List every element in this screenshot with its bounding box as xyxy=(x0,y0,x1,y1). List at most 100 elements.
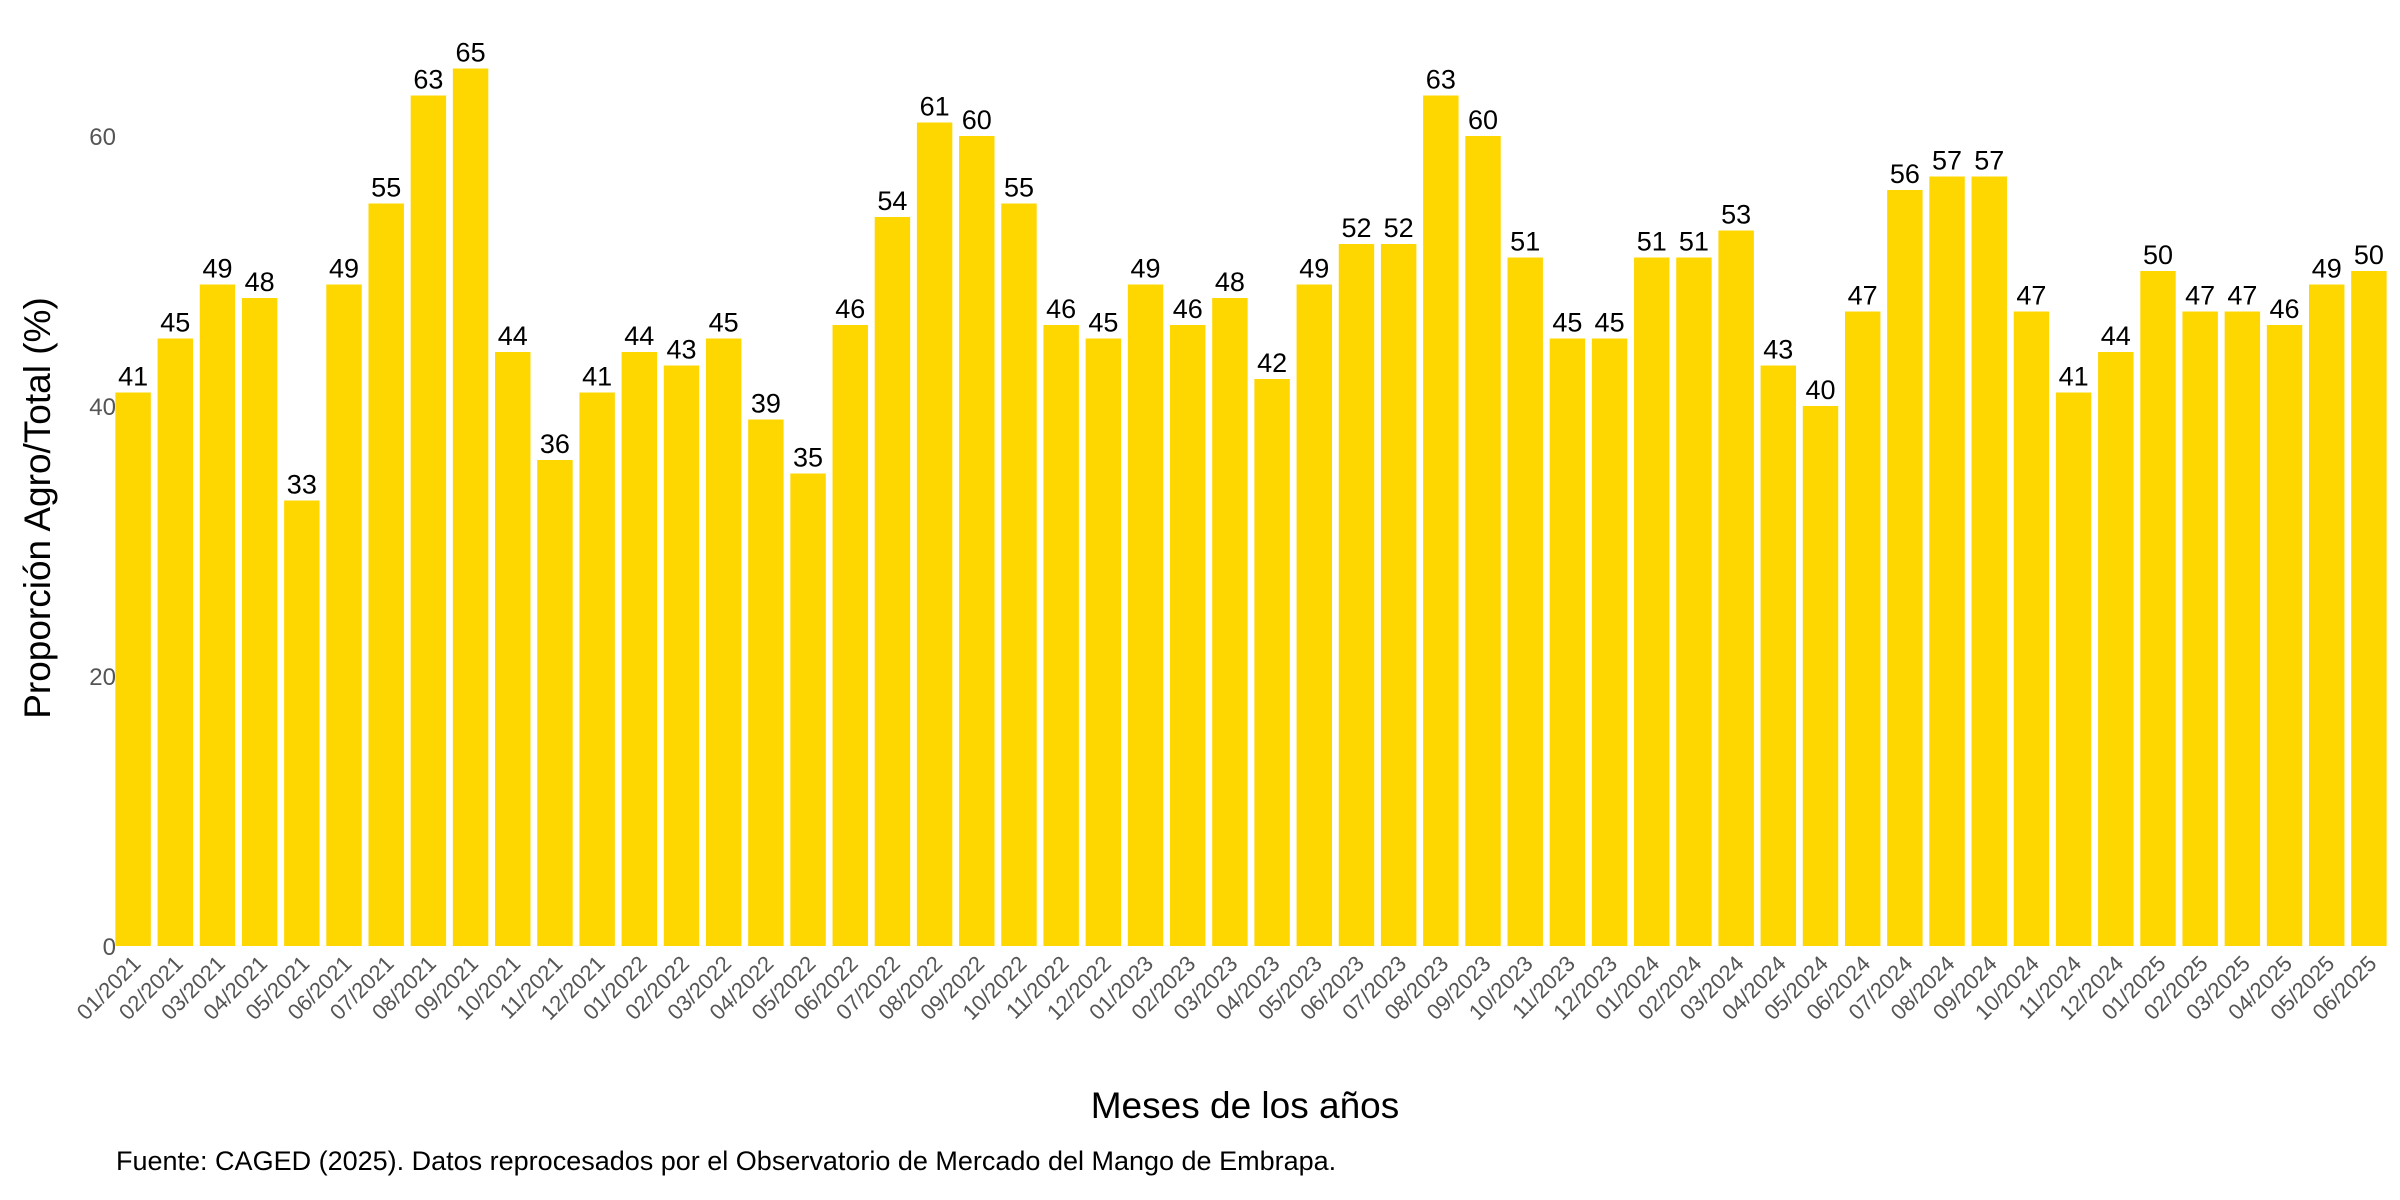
bar xyxy=(621,352,658,946)
data-label: 44 xyxy=(2101,321,2131,351)
bar xyxy=(1760,365,1797,946)
data-label: 48 xyxy=(245,267,275,297)
bar xyxy=(1423,95,1459,946)
y-tick-label: 20 xyxy=(89,664,116,691)
data-label: 49 xyxy=(329,254,359,284)
bar xyxy=(537,460,573,946)
bar xyxy=(2140,271,2176,946)
bar xyxy=(1001,203,1037,946)
bar xyxy=(199,284,236,946)
data-labels: 41 45 49 48 33 49 55 63 65 44 36 41 44 43 45 39 35 46 54 61… xyxy=(118,38,2384,500)
data-label: 36 xyxy=(540,429,570,459)
bar xyxy=(1296,284,1332,946)
data-label: 47 xyxy=(2227,281,2257,311)
data-label: 52 xyxy=(1384,213,1414,243)
bar xyxy=(326,284,362,946)
data-label: 57 xyxy=(1974,146,2004,176)
data-label: 45 xyxy=(1552,308,1582,338)
bar xyxy=(241,298,278,946)
bar xyxy=(1127,284,1164,946)
bar xyxy=(2351,271,2387,946)
data-label: 46 xyxy=(1046,294,1076,324)
data-label: 51 xyxy=(1510,227,1540,257)
bar xyxy=(579,392,615,946)
data-label: 49 xyxy=(2312,254,2342,284)
data-label: 47 xyxy=(2185,281,2215,311)
bar xyxy=(1043,325,1079,946)
bar xyxy=(1971,176,2007,946)
data-label: 43 xyxy=(1763,335,1793,365)
data-label: 52 xyxy=(1341,213,1371,243)
data-label: 51 xyxy=(1637,227,1667,257)
bar xyxy=(1718,230,1754,946)
y-axis: 0 20 40 60 xyxy=(89,124,116,961)
bar xyxy=(115,392,151,946)
data-label: 65 xyxy=(456,38,486,68)
bar xyxy=(1676,257,1712,946)
data-label: 45 xyxy=(1088,308,1118,338)
y-tick-label: 60 xyxy=(89,124,116,151)
data-label: 44 xyxy=(498,321,528,351)
bar xyxy=(663,365,700,946)
y-tick-label: 40 xyxy=(89,394,116,421)
data-label: 39 xyxy=(751,389,781,419)
bar xyxy=(1591,338,1628,946)
data-label: 47 xyxy=(2016,281,2046,311)
bar xyxy=(2224,311,2261,946)
bar xyxy=(748,419,784,946)
data-label: 50 xyxy=(2354,240,2384,270)
data-label: 41 xyxy=(582,362,612,392)
bar xyxy=(1380,244,1417,946)
bar xyxy=(1507,257,1543,946)
data-label: 42 xyxy=(1257,348,1287,378)
data-label: 57 xyxy=(1932,146,1962,176)
bar xyxy=(705,338,742,946)
bars xyxy=(115,68,2387,946)
data-label: 33 xyxy=(287,470,317,500)
data-label: 60 xyxy=(1468,105,1498,135)
data-label: 56 xyxy=(1890,159,1920,189)
data-label: 46 xyxy=(2270,294,2300,324)
data-label: 49 xyxy=(1299,254,1329,284)
bar xyxy=(2013,311,2050,946)
x-axis: 01/202102/202103/202104/202105/202106/20… xyxy=(72,951,2382,1025)
data-label: 54 xyxy=(877,186,907,216)
data-label: 43 xyxy=(666,335,696,365)
bar xyxy=(495,352,531,946)
bar xyxy=(959,136,995,946)
data-label: 51 xyxy=(1679,227,1709,257)
data-label: 41 xyxy=(2059,362,2089,392)
bar xyxy=(874,217,911,946)
bar xyxy=(1254,379,1290,946)
data-label: 55 xyxy=(1004,173,1034,203)
data-label: 55 xyxy=(371,173,401,203)
data-label: 63 xyxy=(413,65,443,95)
bar xyxy=(1549,338,1586,946)
y-tick-label: 0 xyxy=(103,934,116,961)
data-label: 40 xyxy=(1805,375,1835,405)
bar xyxy=(1887,190,1923,946)
bar xyxy=(832,325,868,946)
bar xyxy=(1802,406,1839,946)
data-label: 49 xyxy=(202,254,232,284)
bar xyxy=(790,473,826,946)
bar xyxy=(410,95,447,946)
x-axis-label: Meses de los años xyxy=(1091,1085,1400,1126)
data-label: 60 xyxy=(962,105,992,135)
bar xyxy=(2098,352,2134,946)
bar xyxy=(916,122,953,946)
data-label: 41 xyxy=(118,362,148,392)
data-label: 45 xyxy=(709,308,739,338)
bar xyxy=(2182,311,2218,946)
bar xyxy=(1085,338,1122,946)
data-label: 45 xyxy=(1595,308,1625,338)
bar xyxy=(2309,284,2345,946)
data-label: 46 xyxy=(1173,294,1203,324)
data-label: 46 xyxy=(835,294,865,324)
data-label: 50 xyxy=(2143,240,2173,270)
data-label: 61 xyxy=(920,92,950,122)
data-label: 35 xyxy=(793,443,823,473)
bar xyxy=(1634,257,1670,946)
data-label: 45 xyxy=(160,308,190,338)
